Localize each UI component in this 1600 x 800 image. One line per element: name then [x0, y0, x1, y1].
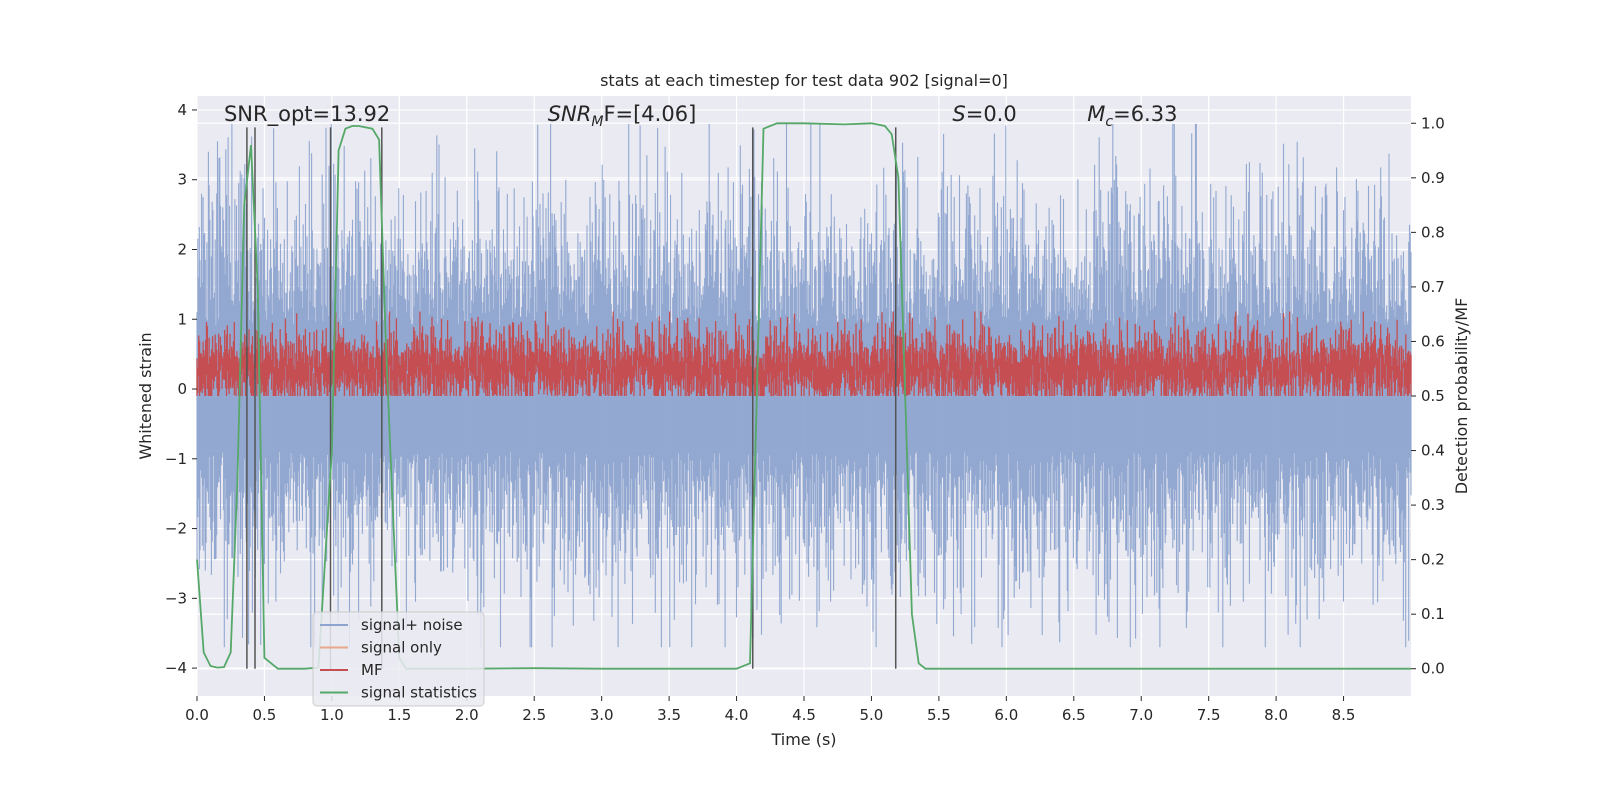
annotation-prefix: SNR [548, 102, 592, 126]
annotation-text: Mc=6.33 [1087, 102, 1177, 130]
annotation-suffix: =13.92 [313, 102, 391, 126]
x-tick-label: 5.5 [927, 706, 951, 724]
legend-label: signal statistics [361, 684, 477, 702]
y-left-tick-label: 1 [177, 310, 187, 328]
annotation-suffix: F=[4.06] [603, 102, 696, 126]
y-left-tick-label: −2 [165, 520, 187, 538]
annotation-prefix: S [952, 102, 965, 126]
y-left-tick-label: 3 [177, 171, 187, 189]
y-right-tick-label: 0.0 [1421, 660, 1445, 678]
legend: signal+ noise signal only MF signal statist… [312, 611, 485, 707]
x-tick-label: 5.0 [860, 706, 884, 724]
y-right-tick-label: 0.1 [1421, 605, 1445, 623]
series-mf [196, 311, 1412, 396]
y-right-axis-ticks: 1.0 0.9 0.8 0.7 0.6 0.5 0.4 0.3 0.2 0.1 0.0 [1411, 114, 1445, 678]
y-right-tick-label: 0.2 [1421, 551, 1445, 569]
y-right-tick-label: 1.0 [1421, 114, 1445, 132]
x-tick-label: 3.5 [657, 706, 681, 724]
x-tick-label: 7.5 [1197, 706, 1221, 724]
mf-trace [196, 311, 1412, 396]
y-right-tick-label: 0.8 [1421, 223, 1445, 241]
legend-label: signal+ noise [361, 616, 463, 634]
chart-title: stats at each timestep for test data 902… [600, 71, 1008, 90]
y-left-tick-label: −1 [165, 450, 187, 468]
x-tick-label: 7.0 [1129, 706, 1153, 724]
annotation-suffix: =6.33 [1113, 102, 1177, 126]
annotation-subscript: c [1105, 114, 1113, 130]
y-left-tick-label: 4 [177, 101, 187, 119]
x-tick-label: 0.0 [185, 706, 209, 724]
legend-label: MF [361, 661, 383, 679]
x-tick-label: 2.0 [455, 706, 479, 724]
y-right-tick-label: 0.4 [1421, 442, 1445, 460]
legend-label: signal only [361, 639, 442, 657]
x-tick-label: 6.0 [994, 706, 1018, 724]
x-tick-label: 3.0 [590, 706, 614, 724]
y-left-tick-label: 0 [177, 380, 187, 398]
y-left-tick-label: 2 [177, 240, 187, 258]
x-tick-label: 1.0 [320, 706, 344, 724]
annotation-text: S=0.0 [952, 102, 1016, 126]
annotation-prefix: M [1087, 102, 1105, 126]
annotations: SNR_opt=13.92 SNRMF=[4.06] S=0.0 Mc=6.33 [224, 102, 1177, 130]
annotation-subscript: M [591, 114, 603, 130]
x-tick-label: 4.5 [792, 706, 816, 724]
y-left-tick-label: −4 [165, 659, 187, 677]
y-right-tick-label: 0.9 [1421, 169, 1445, 187]
y-right-axis-label: Detection probability/MF [1452, 298, 1471, 495]
annotation-text: SNRMF=[4.06] [548, 102, 697, 130]
x-tick-label: 1.5 [387, 706, 411, 724]
x-tick-label: 8.5 [1332, 706, 1356, 724]
y-right-tick-label: 0.3 [1421, 496, 1445, 514]
y-left-axis-ticks: 4 3 2 1 0 −1 −2 −3 −4 [165, 101, 197, 677]
annotation-text: SNR_opt=13.92 [224, 102, 390, 127]
annotation-prefix: SNR_opt [224, 102, 313, 127]
y-left-tick-label: −3 [165, 589, 187, 607]
x-tick-label: 4.0 [725, 706, 749, 724]
x-axis-label: Time (s) [770, 730, 836, 749]
y-right-tick-label: 0.6 [1421, 332, 1445, 350]
annotation-suffix: =0.0 [966, 102, 1017, 126]
x-axis-ticks: 0.0 0.5 1.0 1.5 2.0 2.5 3.0 3.5 4.0 4.5 5.0 5.5 6.0 6… [185, 696, 1355, 724]
x-tick-label: 0.5 [253, 706, 277, 724]
legend-box [312, 611, 485, 707]
y-right-tick-label: 0.5 [1421, 387, 1445, 405]
x-tick-label: 2.5 [522, 706, 546, 724]
y-left-axis-label: Whitened strain [136, 332, 155, 459]
y-right-tick-label: 0.7 [1421, 278, 1445, 296]
x-tick-label: 8.0 [1264, 706, 1288, 724]
x-tick-label: 6.5 [1062, 706, 1086, 724]
